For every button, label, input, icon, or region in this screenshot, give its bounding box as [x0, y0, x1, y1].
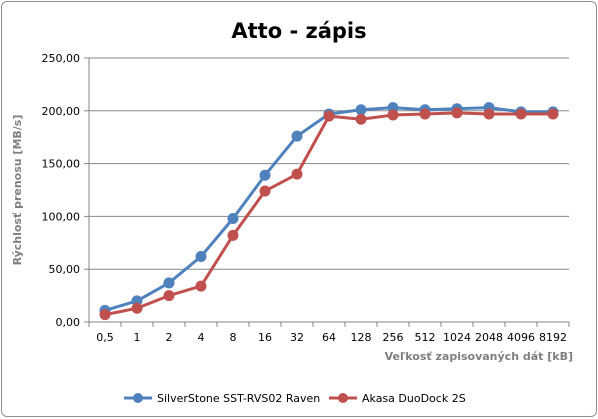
y-tick-labels: 0,00 50,00 100,00 150,00 200,00 250,00	[42, 52, 81, 329]
x-tick-label: 2	[166, 331, 173, 344]
legend-label: Akasa DuoDock 2S	[362, 392, 466, 405]
series-1	[99, 102, 559, 316]
data-point	[163, 290, 175, 302]
data-point	[259, 169, 271, 181]
data-point	[195, 280, 207, 292]
x-tick-label: 1024	[443, 331, 471, 344]
data-point	[227, 229, 239, 241]
y-tick-label: 50,00	[49, 263, 81, 276]
legend-marker	[338, 393, 348, 403]
legend-item: SilverStone SST-RVS02 Raven	[124, 392, 320, 405]
x-tick-label: 2048	[475, 331, 503, 344]
x-tick-label: 1	[134, 331, 141, 344]
data-point	[547, 108, 559, 120]
x-tick-label: 128	[351, 331, 372, 344]
x-tick-label: 4	[198, 331, 205, 344]
x-tick-label: 0,5	[96, 331, 114, 344]
data-point	[483, 108, 495, 120]
data-point	[291, 130, 303, 142]
data-point	[323, 110, 335, 122]
chart-title: Atto - zápis	[231, 19, 366, 43]
x-tick-label: 512	[415, 331, 436, 344]
x-tick-label: 8	[230, 331, 237, 344]
series-group	[99, 102, 559, 321]
legend-marker	[133, 393, 143, 403]
x-tick-label: 8192	[539, 331, 567, 344]
x-tick-labels: 0,5 1 2 4 8 16 32 64 128 256 512 1024 2048 4096 8192	[96, 331, 567, 344]
legend-item: Akasa DuoDock 2S	[329, 392, 466, 405]
data-point	[131, 302, 143, 314]
data-point	[451, 107, 463, 119]
data-point	[387, 109, 399, 121]
x-axis-title: Veľkosť zapisovaných dát [kB]	[385, 350, 573, 363]
legend: SilverStone SST-RVS02 Raven Akasa DuoDock…	[124, 392, 466, 405]
data-point	[227, 213, 239, 225]
y-tick-label: 200,00	[42, 105, 81, 118]
data-point	[355, 104, 367, 116]
data-point	[195, 251, 207, 263]
y-tick-label: 100,00	[42, 210, 81, 223]
data-point	[99, 309, 111, 321]
x-tick-label: 4096	[507, 331, 535, 344]
data-point	[515, 108, 527, 120]
x-tick-label: 16	[258, 331, 272, 344]
y-tick-label: 150,00	[42, 158, 81, 171]
data-point	[291, 168, 303, 180]
axes	[84, 57, 570, 327]
data-point	[259, 185, 271, 197]
y-axis-title: Rýchlosť prenosu [MB/s]	[11, 115, 24, 266]
y-tick-label: 0,00	[56, 316, 81, 329]
gridlines	[89, 57, 569, 270]
series-2	[99, 107, 559, 321]
y-tick-label: 250,00	[42, 52, 81, 65]
legend-label: SilverStone SST-RVS02 Raven	[157, 392, 320, 405]
x-tick-label: 64	[322, 331, 336, 344]
data-point	[163, 277, 175, 289]
data-point	[419, 108, 431, 120]
data-point	[355, 113, 367, 125]
x-tick-label: 256	[383, 331, 404, 344]
x-tick-label: 32	[290, 331, 304, 344]
